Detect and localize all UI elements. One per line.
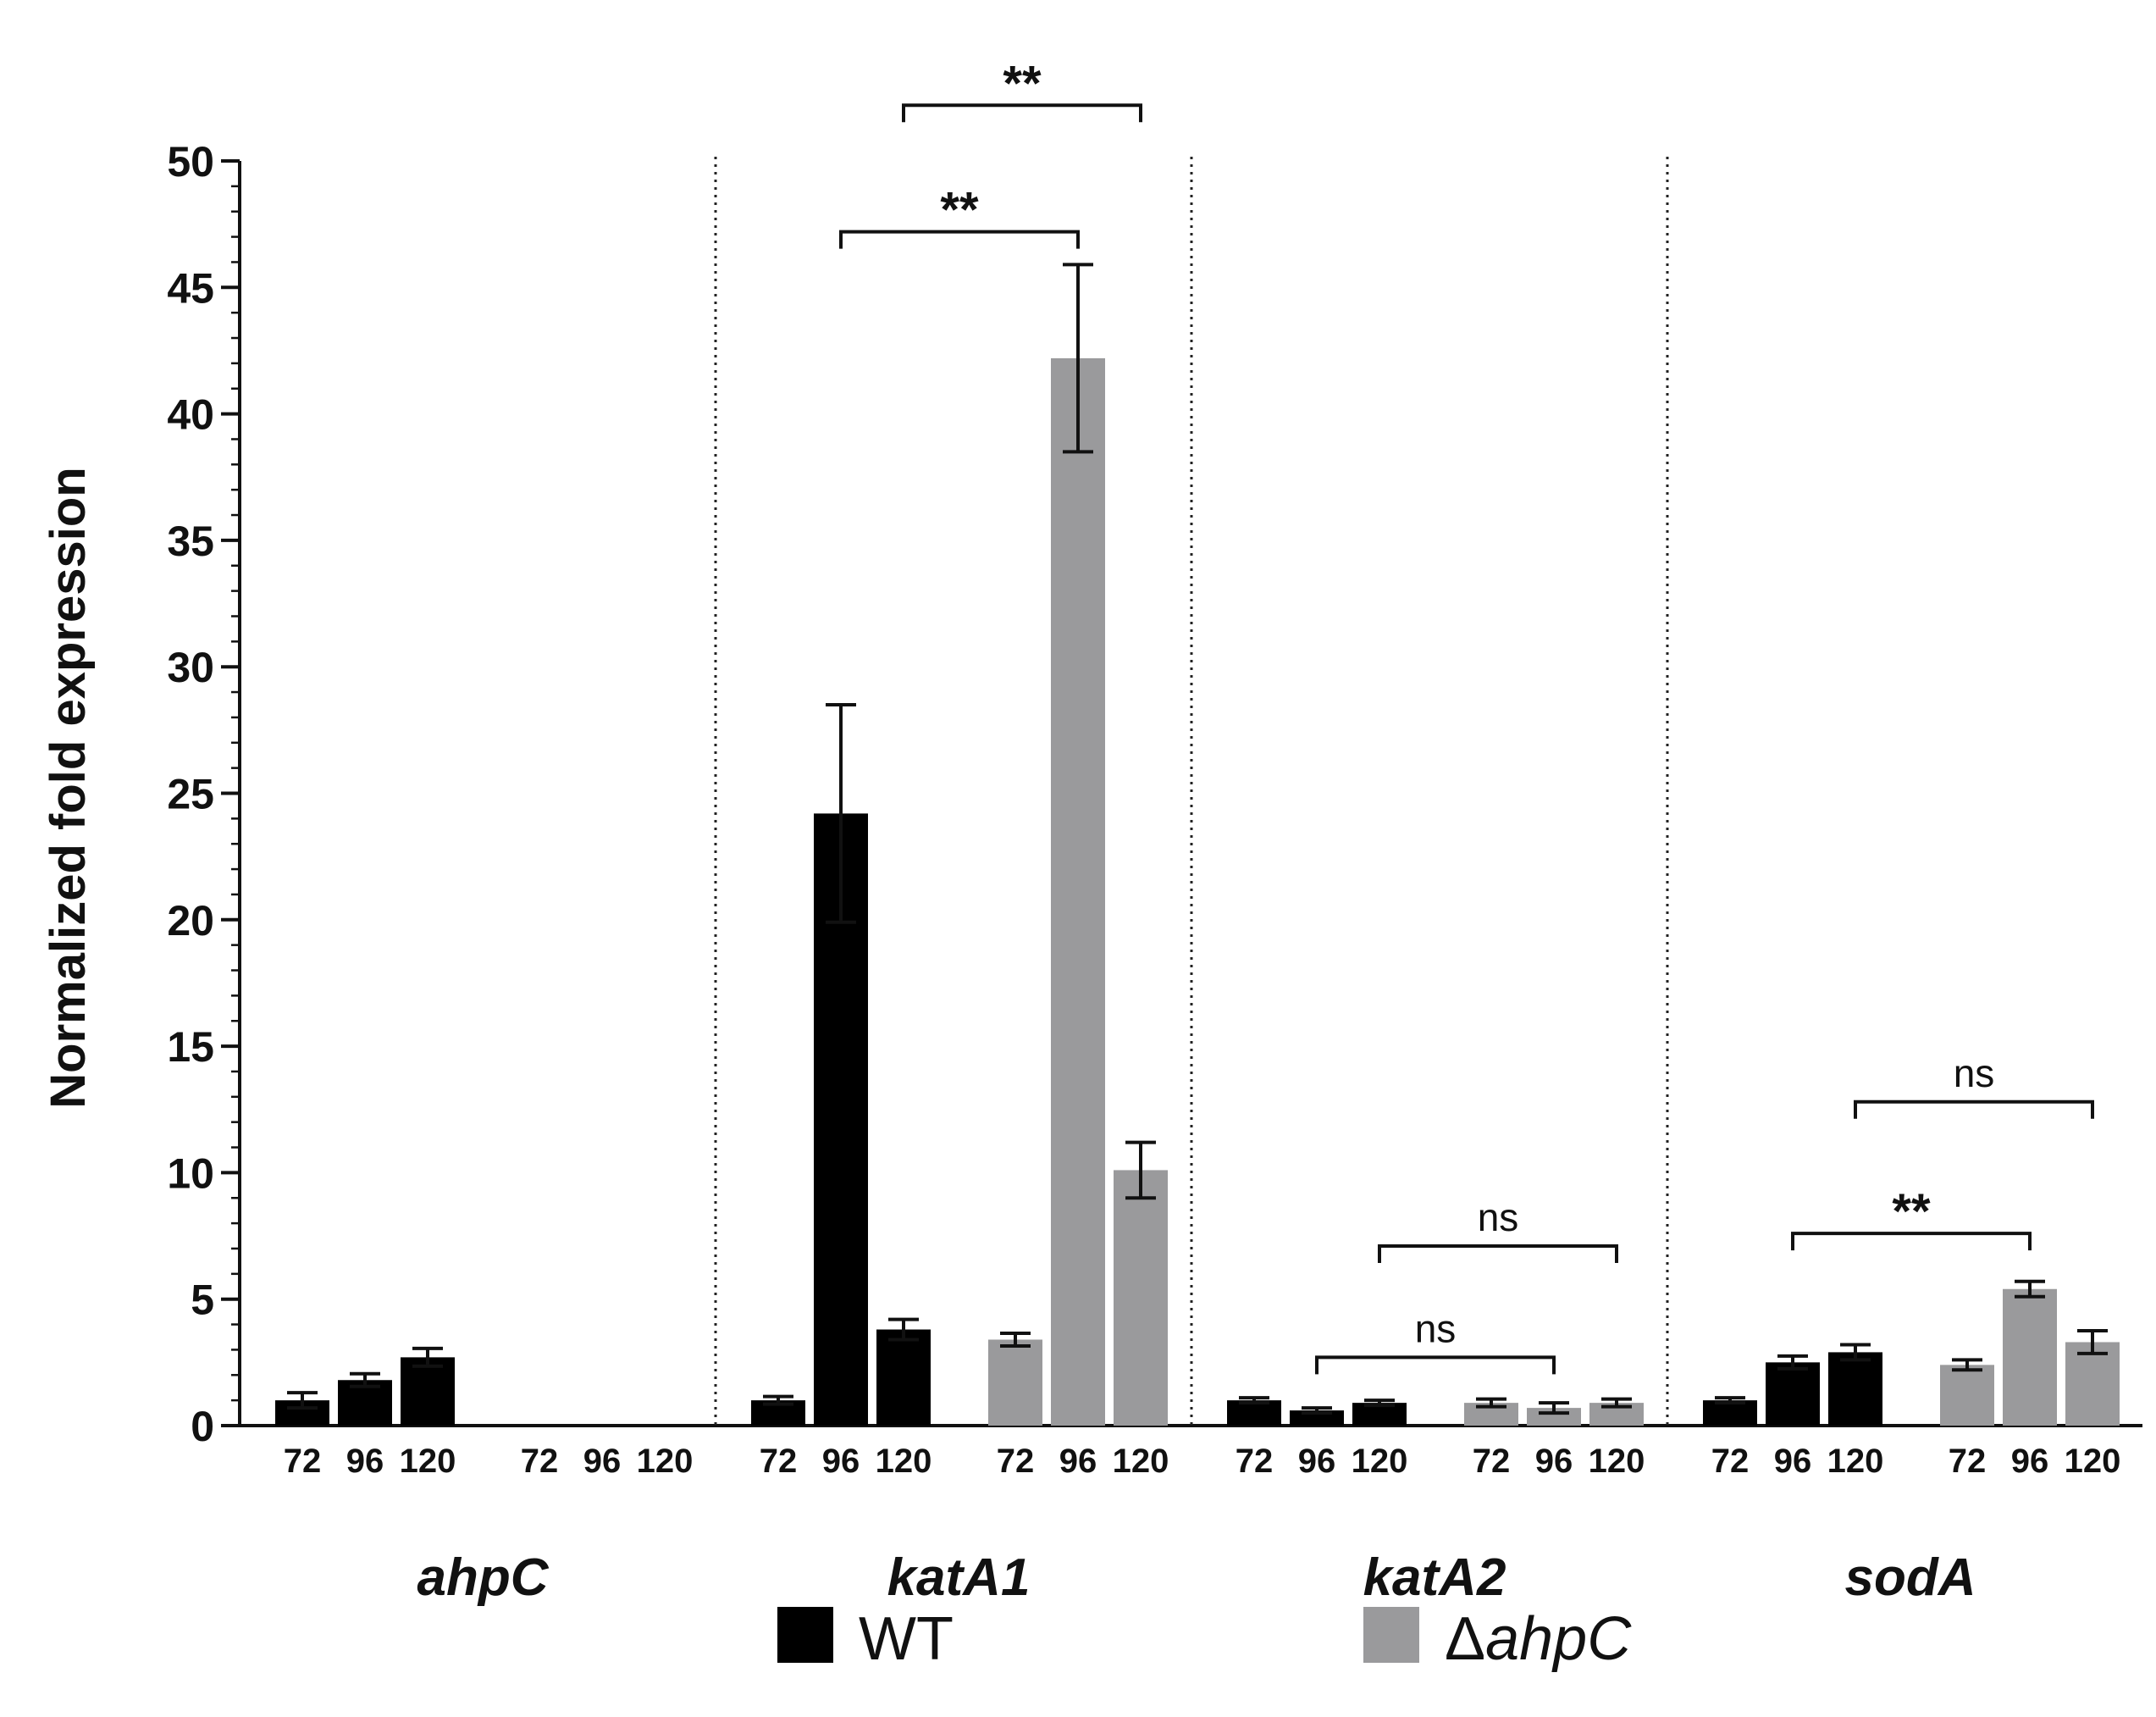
significance-bracket [839,230,1080,249]
x-tick-label: 96 [346,1443,384,1480]
significance-label: ns [1478,1195,1519,1239]
x-tick-label: 96 [1535,1443,1573,1480]
legend-series-name: ahpC [1485,1605,1632,1673]
x-tick-label: 120 [2065,1443,2121,1480]
legend-swatch-ahpC [1363,1607,1419,1663]
x-tick-label: 96 [583,1443,622,1480]
legend-label-WT: WT [859,1605,954,1673]
significance-bracket [1854,1099,2094,1119]
y-axis-label: Normalized fold expression [41,467,96,1108]
y-tick-label: 40 [167,391,214,439]
x-tick-label: 72 [521,1443,559,1480]
bar-katA1-ahpC-96 [1051,357,1105,1426]
bar-sodA-WT-96 [1766,1362,1820,1426]
significance-bracket [1378,1243,1618,1263]
y-tick-label: 10 [167,1149,214,1197]
y-tick-label: 20 [167,897,214,944]
gene-label-ahpC: ahpC [417,1548,550,1607]
x-tick-label: 96 [822,1443,860,1480]
bar-katA1-ahpC-120 [1114,1170,1168,1426]
x-tick-label: 120 [1352,1443,1408,1480]
bar-sodA-ahpC-120 [2065,1342,2120,1426]
x-tick-label: 120 [1113,1443,1169,1480]
x-tick-label: 72 [1236,1443,1274,1480]
x-tick-label: 120 [1589,1443,1645,1480]
x-tick-label: 120 [400,1443,456,1480]
x-tick-label: 72 [760,1443,798,1480]
significance-label: ** [1003,56,1042,111]
gene-label-katA2: katA2 [1363,1548,1506,1607]
x-tick-label: 120 [637,1443,694,1480]
y-tick-label: 30 [167,644,214,691]
significance-label: ** [940,183,979,238]
bar-sodA-WT-120 [1828,1352,1882,1426]
y-tick-label: 25 [167,771,214,818]
gene-label-katA1: katA1 [887,1548,1031,1607]
x-tick-label: 96 [1774,1443,1812,1480]
x-tick-label: 96 [2011,1443,2049,1480]
legend-swatch-WT [777,1607,833,1663]
gene-label-sodA: sodA [1845,1548,1976,1607]
x-tick-label: 72 [997,1443,1035,1480]
bar-ahpC-WT-120 [401,1357,455,1426]
significance-label: ns [1415,1306,1457,1350]
y-tick-label: 15 [167,1023,214,1071]
y-tick-label: 5 [191,1277,214,1324]
bar-katA1-WT-120 [876,1329,931,1426]
significance-bracket [902,103,1142,123]
x-tick-label: 96 [1059,1443,1097,1480]
bar-sodA-ahpC-96 [2003,1288,2057,1426]
significance-bracket [1791,1232,2032,1251]
significance-label: ** [1892,1184,1931,1239]
y-tick-label: 50 [167,138,214,186]
x-tick-label: 72 [284,1443,322,1480]
bar-sodA-ahpC-72 [1940,1365,1994,1426]
x-tick-label: 96 [1298,1443,1336,1480]
legend-delta-prefix: Δ [1445,1605,1485,1673]
y-tick-label: 35 [167,518,214,565]
y-tick-label: 0 [191,1403,214,1450]
x-tick-label: 120 [876,1443,932,1480]
x-tick-label: 72 [1711,1443,1750,1480]
significance-bracket [1315,1355,1556,1375]
bar-katA1-ahpC-72 [988,1339,1042,1426]
significance-label: ns [1954,1051,1995,1095]
x-tick-label: 72 [1473,1443,1511,1480]
legend-label-ahpC: ΔahpC [1445,1605,1632,1673]
y-tick-label: 45 [167,264,214,312]
x-tick-label: 120 [1827,1443,1884,1480]
x-tick-label: 72 [1949,1443,1987,1480]
